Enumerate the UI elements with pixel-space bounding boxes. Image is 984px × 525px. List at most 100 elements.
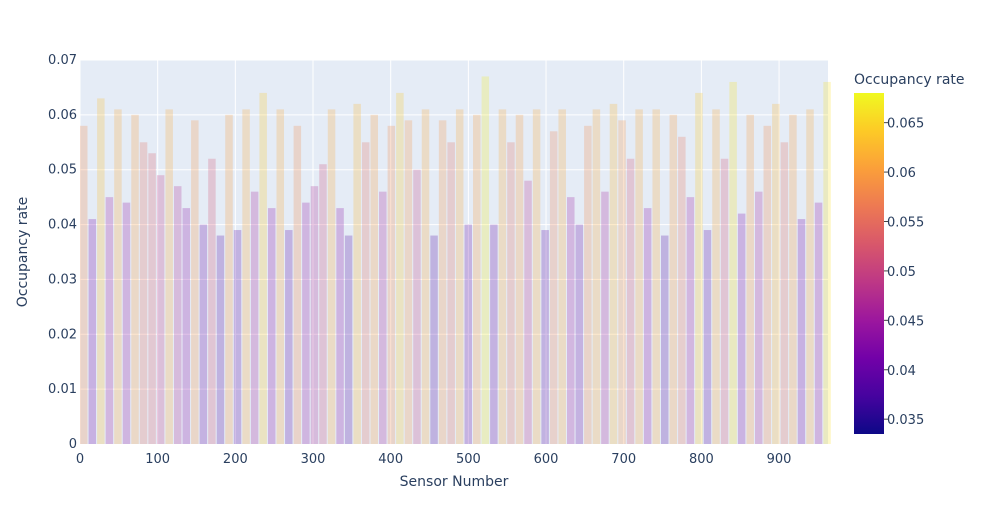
x-tick-label: 400 (378, 452, 403, 467)
bar (293, 125, 302, 444)
bar (609, 103, 618, 444)
bar (250, 191, 259, 444)
bar (541, 230, 549, 444)
colorbar-tick-label: 0.06 (887, 166, 916, 181)
x-tick-label: 600 (534, 452, 559, 467)
bar (276, 109, 285, 444)
bar (404, 120, 413, 444)
plot-area (80, 60, 828, 444)
y-tick-label: 0.04 (48, 218, 77, 233)
x-tick-label: 200 (223, 452, 248, 467)
bar (421, 109, 430, 444)
bar (387, 125, 396, 444)
bar (473, 114, 481, 444)
bar (199, 224, 208, 444)
bar (327, 109, 336, 444)
bar (285, 230, 293, 444)
bar (643, 208, 652, 444)
bar (567, 197, 575, 444)
x-tick-label: 800 (689, 452, 714, 467)
y-axis-ticks: 0 0.01 0.02 0.03 0.04 0.05 0.06 0.07 (48, 53, 77, 452)
bar (780, 142, 789, 445)
bar (302, 202, 310, 444)
bar (601, 191, 609, 444)
bar (549, 131, 558, 445)
colorbar-tick-label: 0.045 (887, 314, 924, 329)
bar (626, 158, 635, 444)
bar (481, 76, 490, 444)
bar (507, 142, 515, 445)
bar (80, 125, 88, 444)
bar (661, 235, 669, 444)
bar (225, 114, 233, 444)
bar (455, 109, 464, 444)
bar (259, 92, 267, 445)
y-tick-label: 0.07 (48, 53, 77, 68)
bar (584, 125, 592, 444)
colorbar-tick-label: 0.04 (887, 364, 916, 379)
bar (396, 92, 404, 445)
y-tick-label: 0.06 (48, 108, 77, 123)
bar (678, 136, 686, 445)
bar (139, 142, 148, 445)
colorbar-tick-label: 0.05 (887, 265, 916, 280)
bar (686, 197, 695, 444)
bar (669, 114, 678, 444)
bar (720, 158, 729, 444)
bar (353, 103, 361, 444)
colorbar-ticks: 0.035 0.04 0.045 0.05 0.055 0.06 0.065 (884, 117, 924, 428)
bar (105, 197, 114, 444)
x-tick-label: 0 (76, 452, 84, 467)
bars (80, 76, 831, 445)
bar (216, 235, 225, 444)
bar (737, 213, 746, 444)
bar (652, 109, 660, 444)
bar (413, 169, 421, 444)
x-tick-label: 500 (456, 452, 481, 467)
x-axis-title: Sensor Number (400, 474, 509, 490)
bar (438, 120, 447, 444)
bar (789, 114, 797, 444)
bar (88, 219, 97, 444)
bar (695, 92, 703, 445)
bar (165, 109, 173, 444)
bar (754, 191, 763, 444)
bar (148, 153, 156, 444)
colorbar-title: Occupancy rate (854, 72, 965, 88)
bar (114, 109, 122, 444)
bar (772, 103, 780, 444)
colorbar-tick-label: 0.055 (887, 215, 924, 230)
bar (156, 175, 165, 444)
bar (729, 81, 737, 444)
bar (310, 186, 319, 444)
bar (635, 109, 643, 444)
bar (122, 202, 131, 444)
bar (592, 109, 601, 444)
bar (361, 142, 370, 445)
bar (182, 208, 191, 444)
bar (131, 114, 139, 444)
bar (490, 224, 498, 444)
bar (746, 114, 754, 444)
bar (515, 114, 524, 444)
bar (797, 219, 806, 444)
bar (447, 142, 455, 445)
bar (814, 202, 823, 444)
bar (763, 125, 772, 444)
y-axis-title: Occupancy rate (15, 197, 31, 308)
bar (344, 235, 353, 444)
bar (703, 230, 712, 444)
bar (712, 109, 720, 444)
bar (823, 81, 831, 444)
y-tick-label: 0.02 (48, 327, 77, 342)
x-tick-label: 300 (301, 452, 326, 467)
colorbar-tick-label: 0.065 (887, 117, 924, 132)
bar (524, 180, 532, 444)
bar (319, 164, 327, 444)
y-tick-label: 0.05 (48, 163, 77, 178)
bar (97, 98, 105, 445)
bar (242, 109, 250, 444)
x-axis-ticks: 0 100 200 300 400 500 600 700 800 900 (76, 452, 792, 467)
x-tick-label: 700 (611, 452, 636, 467)
